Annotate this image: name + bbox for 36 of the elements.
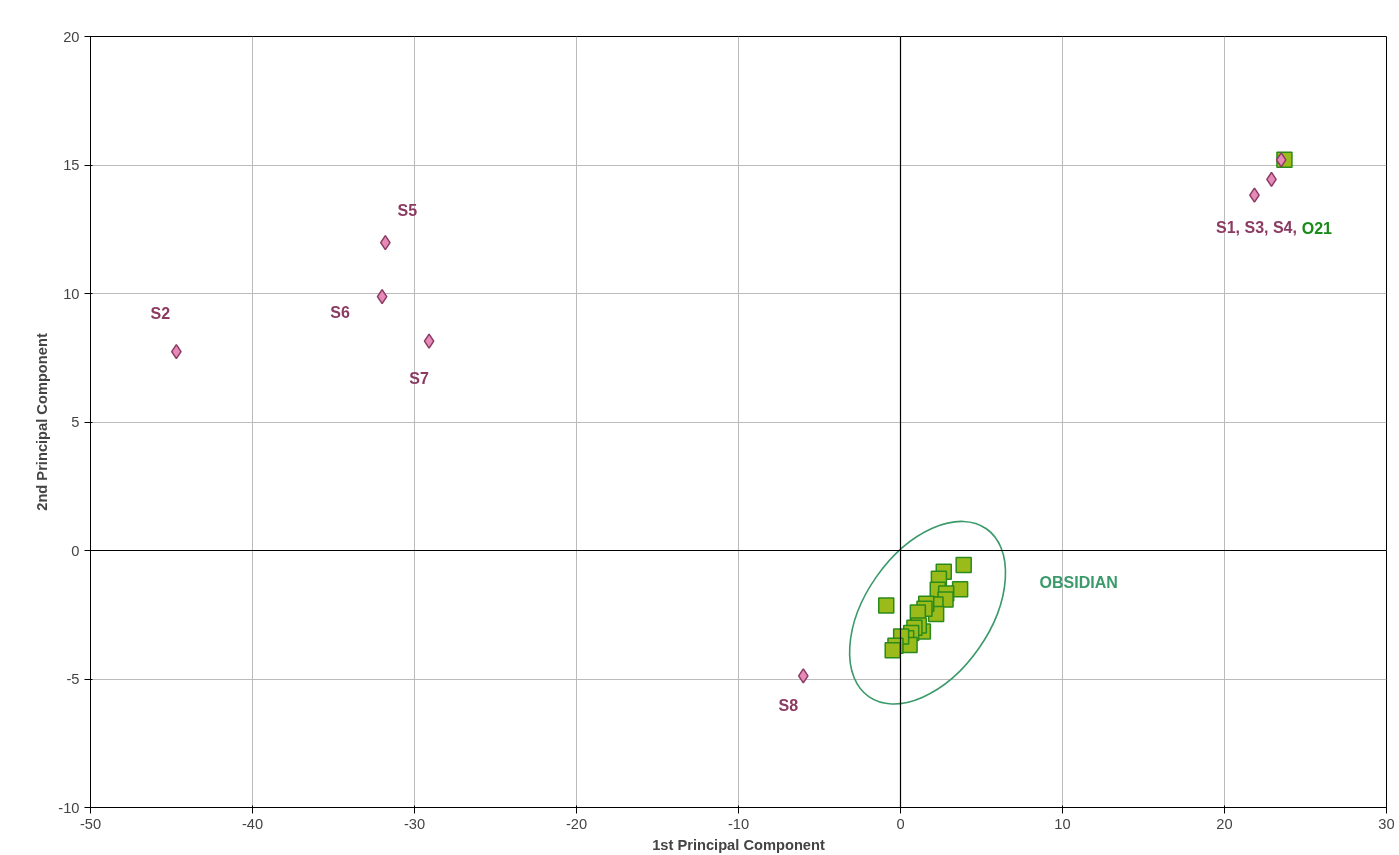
point xyxy=(170,343,182,360)
x-tick-label: 30 xyxy=(1378,815,1395,832)
annotation: OBSIDIAN xyxy=(1039,574,1118,592)
x-axis-title: 1st Principal Component xyxy=(652,836,825,853)
y-tick-label: 5 xyxy=(71,414,80,430)
annotation: S6 xyxy=(330,304,350,322)
point xyxy=(884,641,901,659)
point xyxy=(951,581,969,598)
point xyxy=(423,333,435,349)
annotation: S7 xyxy=(409,369,429,387)
y-tick-label: 0 xyxy=(71,542,80,559)
y-tick-label: 20 xyxy=(63,28,80,45)
annotation: S8 xyxy=(778,697,799,715)
x-tick-label: -30 xyxy=(403,815,426,832)
x-tick-label: -20 xyxy=(565,815,588,832)
x-tick-label: -40 xyxy=(241,815,264,832)
annotation: S2 xyxy=(150,305,171,323)
x-tick-label: -10 xyxy=(727,815,750,832)
point xyxy=(1275,152,1287,168)
y-tick-label: -10 xyxy=(58,799,80,816)
point xyxy=(877,597,895,614)
annotation: S1, S3, S4, xyxy=(1216,218,1297,236)
y-axis-title: 2nd Principal Component xyxy=(34,333,51,511)
annotation: O21 xyxy=(1301,219,1333,237)
y-tick-label: -5 xyxy=(66,671,80,687)
point xyxy=(955,556,972,574)
y-tick-label: 10 xyxy=(63,285,80,302)
point xyxy=(797,668,809,684)
x-tick-label: -50 xyxy=(79,815,102,832)
x-tick-label: 20 xyxy=(1216,815,1233,832)
x-tick-label: 10 xyxy=(1054,815,1071,832)
y-tick-label: 15 xyxy=(63,157,80,173)
annotation: S5 xyxy=(397,202,418,220)
point xyxy=(376,288,388,305)
point xyxy=(379,234,391,251)
x-tick-label: 0 xyxy=(896,815,905,832)
